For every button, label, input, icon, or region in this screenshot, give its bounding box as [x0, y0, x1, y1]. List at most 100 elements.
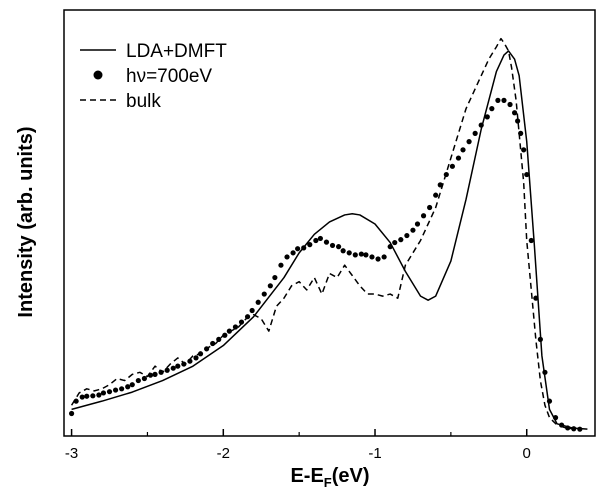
data-point — [392, 239, 398, 246]
data-point — [546, 398, 553, 404]
data-point — [375, 256, 381, 262]
data-point — [466, 139, 472, 145]
data-point — [552, 415, 559, 421]
data-point — [79, 394, 85, 400]
data-point — [267, 283, 273, 289]
data-point — [261, 291, 267, 297]
x-tick-label: -3 — [65, 445, 78, 462]
legend-label-bulk: bulk — [126, 91, 161, 112]
data-point — [278, 262, 284, 268]
data-point — [363, 252, 369, 258]
data-point — [84, 393, 90, 399]
y-axis-title: Intensity (arb. units) — [15, 126, 37, 317]
x-axis-title-main: E-E — [290, 465, 323, 487]
data-point — [455, 155, 462, 161]
data-point — [484, 114, 490, 120]
data-point — [301, 245, 307, 251]
series-lda-dmft-line — [71, 50, 588, 430]
data-point — [420, 213, 427, 219]
data-point — [193, 355, 199, 361]
data-point — [449, 163, 455, 169]
data-point — [141, 375, 148, 382]
data-point — [427, 204, 433, 211]
series-h-700ev — [68, 97, 583, 432]
data-point — [125, 384, 131, 390]
plot-frame — [63, 9, 596, 437]
data-point — [507, 101, 513, 108]
data-point — [528, 237, 534, 244]
series-layer — [68, 37, 588, 432]
data-point — [433, 192, 439, 198]
data-point — [255, 299, 261, 305]
x-axis-title-suffix: (eV) — [332, 465, 370, 487]
data-point — [232, 324, 239, 330]
data-point — [533, 295, 539, 301]
x-axis-ticks: -3 -2 -1 0 — [65, 429, 531, 462]
data-point — [175, 363, 181, 369]
data-point — [521, 147, 527, 153]
data-point — [135, 377, 141, 384]
data-point — [170, 365, 176, 371]
legend: LDA+DMFT hν=700eV bulk — [80, 41, 227, 112]
data-point — [323, 239, 330, 245]
data-point — [313, 237, 319, 244]
data-point — [238, 319, 245, 325]
x-axis-title: E-EF(eV) — [290, 465, 369, 490]
data-point — [96, 392, 102, 398]
series-bulk-line — [70, 37, 580, 430]
data-point — [73, 398, 79, 404]
data-point — [119, 386, 125, 392]
data-point — [489, 106, 495, 112]
data-point — [515, 118, 521, 124]
data-point — [158, 369, 164, 375]
legend-label-lda-dmft: LDA+DMFT — [126, 41, 227, 62]
x-tick-label: -2 — [217, 445, 230, 462]
legend-label-hv700: hν=700eV — [126, 66, 212, 87]
data-point — [152, 371, 158, 377]
data-point — [369, 254, 375, 260]
data-point — [524, 171, 530, 178]
data-point — [387, 244, 393, 250]
data-point — [495, 97, 501, 103]
data-point — [565, 425, 571, 431]
data-point — [68, 410, 75, 417]
data-point — [478, 122, 484, 128]
data-point — [410, 227, 416, 233]
data-point — [164, 367, 170, 373]
data-point — [290, 250, 296, 256]
x-axis-title-sub: F — [324, 475, 332, 490]
data-point — [404, 232, 410, 239]
data-point — [100, 390, 107, 396]
data-point — [340, 248, 346, 254]
data-point — [336, 244, 342, 250]
data-point — [307, 242, 313, 248]
data-point — [358, 251, 364, 257]
legend-swatch-hv700 — [93, 70, 103, 80]
data-point — [542, 369, 548, 375]
data-point — [346, 250, 352, 256]
data-point — [249, 307, 255, 314]
data-point — [90, 393, 96, 399]
data-point — [112, 387, 119, 393]
data-point — [537, 336, 543, 342]
x-tick-label: 0 — [523, 445, 531, 462]
data-point — [284, 254, 290, 260]
data-point — [511, 110, 518, 116]
data-point — [381, 254, 387, 260]
data-point — [472, 130, 478, 136]
data-point — [414, 221, 421, 227]
data-point — [460, 147, 466, 153]
data-point — [272, 274, 278, 281]
data-point — [317, 235, 323, 242]
data-point — [181, 361, 187, 367]
data-point — [398, 237, 404, 243]
data-point — [106, 389, 113, 395]
data-point — [329, 242, 336, 249]
data-point — [577, 426, 583, 432]
data-point — [352, 252, 358, 258]
data-point — [295, 246, 301, 252]
data-point — [501, 97, 507, 103]
x-tick-label: -1 — [368, 445, 381, 462]
data-point — [129, 382, 135, 388]
